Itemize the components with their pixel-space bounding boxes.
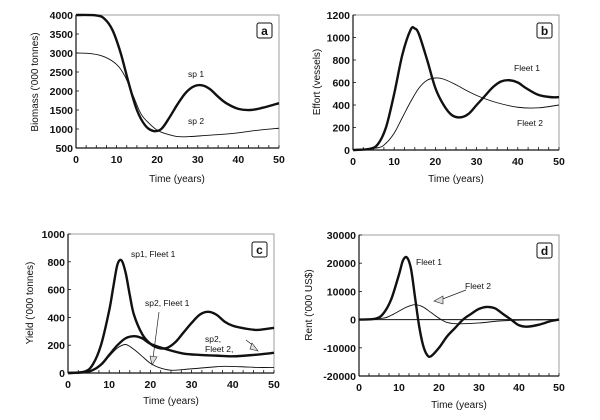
x-tick-label: 0 [65, 379, 71, 391]
x-tick-label: 0 [73, 154, 79, 166]
panel-label-box [256, 22, 273, 39]
y-tick-label: 400 [47, 312, 65, 324]
y-tick-label: 0 [350, 315, 356, 327]
panel-label-box [251, 241, 268, 258]
ylabel-d: Rent ('000 US$) [304, 269, 315, 340]
annotation-fleet1: Fleet 1 [514, 63, 540, 73]
y-tick-label: 400 [332, 100, 350, 112]
y-tick-label: 2500 [50, 67, 74, 79]
x-tick-label: 50 [553, 156, 565, 168]
y-tick-label: 800 [47, 257, 65, 269]
ylabel-c: Yield ('000 tonnes) [25, 262, 36, 345]
x-tick-label: 50 [553, 382, 565, 394]
plot-frame [75, 14, 280, 149]
series-line-fleet-1 [358, 255, 560, 359]
panel-d: Rent ('000 US$) Time (years) Fleet 1 Fle… [304, 230, 565, 411]
series-line-sp-2 [75, 52, 280, 138]
x-tick-label: 30 [471, 156, 483, 168]
series-line-sp-1 [75, 13, 280, 133]
arrowhead-sp2-fleet2 [249, 342, 259, 352]
series-line-fleet-1 [352, 25, 560, 152]
x-tick-label: 0 [350, 156, 356, 168]
series-line-fleet-2 [352, 77, 560, 151]
annotation-fleet1: Fleet 1 [416, 257, 442, 267]
x-tick-label: 10 [393, 382, 405, 394]
x-tick-label: 30 [473, 382, 485, 394]
panel-label: a [261, 24, 268, 38]
arrow-sp2-fleet1 [152, 311, 160, 359]
y-tick-label: 3500 [50, 29, 74, 41]
y-tick-label: -20000 [323, 371, 356, 383]
x-tick-label: 20 [145, 379, 157, 391]
y-tick-label: 4000 [50, 10, 74, 22]
xlabel-d: Time (years) [431, 400, 487, 411]
xlabel-a: Time (years) [149, 174, 205, 185]
x-tick-label: 0 [356, 382, 362, 394]
panel-label-box [536, 22, 553, 39]
annotation-fleet2: Fleet 2 [517, 118, 543, 128]
plot-frame [352, 14, 560, 151]
x-tick-label: 50 [268, 379, 280, 391]
x-tick-label: 20 [151, 154, 163, 166]
x-tick-label: 20 [433, 382, 445, 394]
x-tick-label: 10 [388, 156, 400, 168]
panel-c: Yield ('000 tonnes) Time (years) sp1, Fl… [25, 229, 280, 407]
annotation-sp2: sp2, [205, 334, 221, 344]
y-tick-label: 600 [332, 78, 350, 90]
y-tick-label: -10000 [323, 343, 356, 355]
y-tick-label: 600 [47, 285, 65, 297]
arrowhead-fleet2 [433, 295, 444, 305]
x-tick-label: 50 [273, 154, 285, 166]
panel-label-box [536, 242, 553, 259]
y-tick-label: 3000 [50, 48, 74, 60]
y-tick-label: 200 [47, 340, 65, 352]
panel-a: Biomass ('000 tonnes) Time (years) sp 1 … [30, 10, 285, 185]
y-tick-label: 1000 [42, 229, 66, 241]
y-tick-label: 1000 [327, 33, 351, 45]
y-tick-label: 2000 [50, 86, 74, 98]
x-tick-label: 20 [430, 156, 442, 168]
y-tick-label: 500 [55, 143, 73, 155]
y-tick-label: 200 [332, 123, 350, 135]
annotation-sp2-fleet1: sp2, Fleet 1 [145, 298, 190, 308]
y-tick-label: 0 [344, 145, 350, 157]
x-tick-label: 10 [103, 379, 115, 391]
y-tick-label: 800 [332, 55, 350, 67]
x-tick-label: 30 [186, 379, 198, 391]
xlabel-b: Time (years) [428, 174, 484, 185]
x-tick-label: 40 [227, 379, 239, 391]
x-tick-label: 10 [111, 154, 123, 166]
ylabel-a: Biomass ('000 tonnes) [30, 32, 41, 131]
annotation-sp1-fleet1: sp1, Fleet 1 [131, 249, 176, 259]
annotation-sp2: sp 2 [188, 116, 204, 126]
x-tick-label: 40 [513, 382, 525, 394]
y-tick-label: 1000 [50, 124, 74, 136]
x-tick-label: 40 [512, 156, 524, 168]
ylabel-b: Effort (vessels) [312, 49, 323, 116]
panel-label: d [541, 244, 548, 258]
x-tick-label: 30 [192, 154, 204, 166]
x-tick-label: 40 [233, 154, 245, 166]
arrow-fleet2 [439, 289, 467, 301]
annotation-sp1: sp 1 [188, 69, 204, 79]
y-tick-label: 1200 [327, 10, 351, 22]
panel-label: b [541, 24, 548, 38]
y-tick-label: 10000 [327, 286, 356, 298]
series-line-sp2-fleet-2 [67, 344, 275, 374]
annotation-fleet2: Fleet 2, [205, 344, 233, 354]
panel-label: c [256, 243, 263, 257]
y-tick-label: 30000 [327, 230, 356, 242]
xlabel-c: Time (years) [143, 396, 199, 407]
series-line-fleet-2 [358, 304, 560, 325]
y-tick-label: 0 [59, 368, 65, 380]
annotation-fleet2: Fleet 2 [465, 281, 491, 291]
y-tick-label: 1500 [50, 105, 74, 117]
panel-b: Effort (vessels) Time (years) Fleet 1 Fl… [312, 10, 565, 185]
arrowhead-sp2-fleet1 [149, 355, 158, 366]
y-tick-label: 20000 [327, 258, 356, 270]
